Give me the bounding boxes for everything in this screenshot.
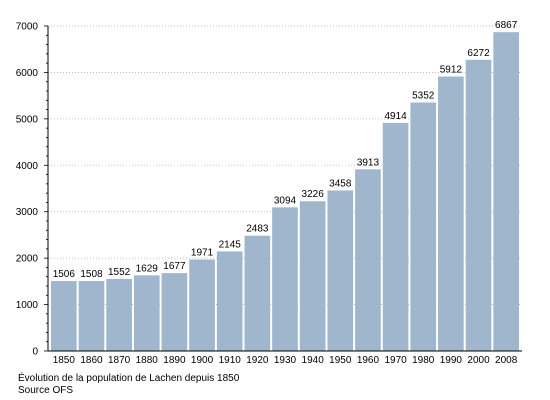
y-tick-3000: 3000 xyxy=(16,207,39,218)
bar-2008 xyxy=(493,32,519,352)
bar-1950 xyxy=(327,190,354,351)
data-label-1920: 2483 xyxy=(246,224,269,235)
bar-1990 xyxy=(438,76,464,351)
y-tick-1000: 1000 xyxy=(16,300,39,311)
bar-2000 xyxy=(465,59,492,352)
bar-1910 xyxy=(216,251,243,351)
bar-1880 xyxy=(133,275,160,351)
x-tick-1880: 1880 xyxy=(136,355,159,366)
data-label-1990: 5912 xyxy=(440,65,463,76)
data-label-1940: 3226 xyxy=(302,189,325,200)
x-tick-1890: 1890 xyxy=(163,355,186,366)
bar-1860 xyxy=(78,280,105,351)
data-labels: 1506 1508 1552 1629 1677 1971 2145 2483 3094 3226… xyxy=(53,20,518,280)
bar-1870 xyxy=(106,278,132,351)
x-tick-2008: 2008 xyxy=(495,355,518,366)
x-tick-1930: 1930 xyxy=(274,355,297,366)
bar-1850 xyxy=(51,281,77,351)
x-tick-1870: 1870 xyxy=(108,355,131,366)
x-tick-1960: 1960 xyxy=(357,355,380,366)
y-tick-labels: 0 1000 2000 3000 4000 5000 6000 7000 xyxy=(16,22,39,358)
data-label-1950: 3458 xyxy=(329,178,352,189)
bar-1900 xyxy=(189,259,215,351)
bars xyxy=(51,32,519,352)
x-tick-1920: 1920 xyxy=(246,355,269,366)
x-tick-1910: 1910 xyxy=(219,355,242,366)
data-label-2008: 6867 xyxy=(495,20,518,31)
bar-1920 xyxy=(244,235,271,351)
x-tick-1980: 1980 xyxy=(412,355,435,366)
x-tick-1900: 1900 xyxy=(191,355,214,366)
data-label-1860: 1508 xyxy=(80,269,103,280)
bar-1940 xyxy=(299,201,326,351)
data-label-1910: 2145 xyxy=(219,239,242,250)
data-label-1960: 3913 xyxy=(357,157,380,168)
bar-1980 xyxy=(410,102,437,351)
chart-caption: Évolution de la population de Lachen dep… xyxy=(18,373,240,384)
x-tick-1970: 1970 xyxy=(384,355,407,366)
x-tick-2000: 2000 xyxy=(467,355,490,366)
data-label-1980: 5352 xyxy=(412,91,435,102)
bar-1930 xyxy=(272,207,298,351)
bar-1890 xyxy=(161,273,188,351)
y-tick-4000: 4000 xyxy=(16,161,39,172)
bar-1960 xyxy=(355,169,381,351)
data-label-1880: 1629 xyxy=(136,263,159,274)
bar-1970 xyxy=(382,122,409,351)
data-label-1900: 1971 xyxy=(191,247,214,258)
y-tick-2000: 2000 xyxy=(16,254,39,265)
x-tick-labels: 1850 1860 1870 1880 1890 1900 1910 1920 1930 1940… xyxy=(53,355,518,366)
x-tick-1940: 1940 xyxy=(302,355,325,366)
data-label-1850: 1506 xyxy=(53,269,76,280)
data-label-2000: 6272 xyxy=(467,48,490,59)
data-label-1970: 4914 xyxy=(384,111,407,122)
x-tick-1990: 1990 xyxy=(440,355,463,366)
y-tick-7000: 7000 xyxy=(16,22,39,33)
chart-source: Source OFS xyxy=(18,385,74,396)
y-tick-6000: 6000 xyxy=(16,68,39,79)
x-tick-1950: 1950 xyxy=(329,355,352,366)
x-tick-1850: 1850 xyxy=(53,355,76,366)
data-label-1890: 1677 xyxy=(163,261,186,272)
data-label-1930: 3094 xyxy=(274,195,297,206)
y-tick-5000: 5000 xyxy=(16,114,39,125)
y-tick-0: 0 xyxy=(32,347,38,358)
x-tick-1860: 1860 xyxy=(80,355,103,366)
data-label-1870: 1552 xyxy=(108,267,131,278)
axes xyxy=(44,25,522,352)
